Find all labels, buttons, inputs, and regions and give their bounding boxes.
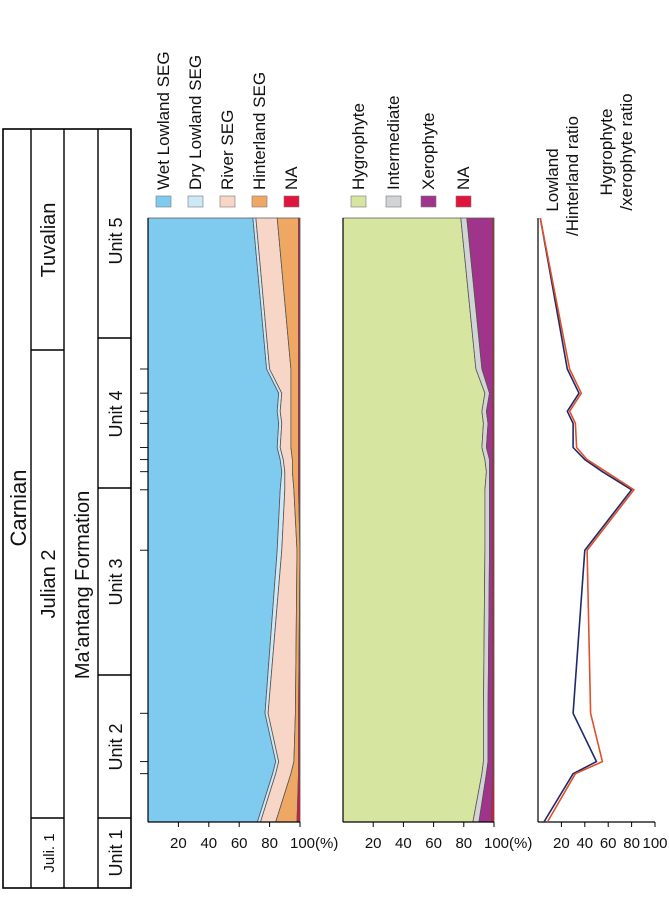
- strat-frame: [2, 128, 132, 889]
- ratio-panel: 20 40 60 80 100 Lowland /Hinterland ratio Hy…: [537, 93, 668, 852]
- legend-swatch: [187, 195, 204, 208]
- area-na: [490, 217, 495, 823]
- legend-swatch: [350, 195, 367, 208]
- unit-label: Unit 2: [106, 723, 126, 770]
- x-tick-label: 100(%): [484, 835, 532, 852]
- unit-label: Unit 1: [106, 829, 126, 876]
- x-tick-label: 40: [200, 835, 217, 852]
- seg-x-ticks: 20 40 60 80 100(%): [170, 822, 338, 852]
- area-na: [296, 217, 301, 823]
- legend-swatch: [455, 195, 472, 208]
- legend-swatch: [283, 195, 300, 208]
- sample-ticks: [140, 368, 148, 775]
- x-tick-label: 20: [553, 835, 570, 852]
- legend-label: Intermediate: [384, 96, 403, 191]
- ratio-label-hygro: Hygrophyte: [597, 109, 616, 196]
- legend-swatch: [420, 195, 437, 208]
- legend-swatch: [385, 195, 402, 208]
- x-tick-label: 80: [261, 835, 278, 852]
- legend-swatch: [251, 195, 268, 208]
- unit-label: Unit 4: [106, 390, 126, 437]
- plant-legend: Hygrophyte Intermediate Xerophyte NA: [349, 96, 473, 208]
- plant-panel: 20 40 60 80 100(%) Hygrophyte Intermediate Xer…: [342, 96, 532, 852]
- x-tick-label: 100(%): [290, 835, 338, 852]
- unit-label: Unit 5: [106, 217, 126, 264]
- line-lowland-hinterland: [539, 217, 633, 823]
- formation-label: Ma'antang Formation: [72, 491, 94, 679]
- ratio-lines: [539, 217, 635, 823]
- legend-label: Hygrophyte: [349, 103, 368, 190]
- substage-julian2: Julian 2: [38, 550, 60, 619]
- legend-label: Dry Lowland SEG: [186, 55, 205, 190]
- stratigraphic-column: Carnian Julian 2 Juli. 1 Tuvalian Ma'ant…: [2, 128, 132, 889]
- x-tick-label: 40: [395, 835, 412, 852]
- legend-label: NA: [454, 166, 473, 190]
- x-tick-label: 100: [642, 835, 667, 852]
- substage-juli1: Juli. 1: [41, 833, 58, 872]
- x-tick-label: 80: [455, 835, 472, 852]
- legend-label: Hinterland SEG: [250, 72, 269, 190]
- legend-label: Xerophyte: [419, 113, 438, 191]
- stage-label: Carnian: [6, 469, 31, 546]
- x-tick-label: 20: [170, 835, 187, 852]
- x-tick-label: 60: [600, 835, 617, 852]
- ratio-label-lowland-2: /Hinterland ratio: [563, 116, 582, 236]
- x-tick-label: 80: [623, 835, 640, 852]
- legend-swatch: [219, 195, 236, 208]
- seg-areas: [147, 217, 301, 823]
- ratio-label-hygro-2: /xerophyte ratio: [617, 93, 636, 210]
- substage-tuvalian: Tuvalian: [38, 203, 60, 278]
- ratio-label-lowland: Lowland: [543, 148, 562, 211]
- seg-legend: Wet Lowland SEG Dry Lowland SEG River SEG H…: [154, 51, 301, 208]
- legend-label: NA: [282, 166, 301, 190]
- x-tick-label: 20: [365, 835, 382, 852]
- line-hygrophyte-xerophyte: [539, 217, 635, 823]
- unit-label: Unit 3: [106, 558, 126, 605]
- legend-label: River SEG: [218, 110, 237, 190]
- x-tick-label: 40: [576, 835, 593, 852]
- legend-swatch: [155, 195, 172, 208]
- plant-areas: [342, 217, 495, 823]
- x-tick-label: 60: [425, 835, 442, 852]
- area-hygrophyte: [342, 217, 487, 823]
- ratio-x-ticks: 20 40 60 80 100: [553, 822, 668, 852]
- seg-panel: 20 40 60 80 100(%) Wet Lowland SEG Dry Lowlan…: [140, 51, 338, 852]
- legend-label: Wet Lowland SEG: [154, 51, 173, 190]
- plant-x-ticks: 20 40 60 80 100(%): [365, 822, 532, 852]
- x-tick-label: 60: [231, 835, 248, 852]
